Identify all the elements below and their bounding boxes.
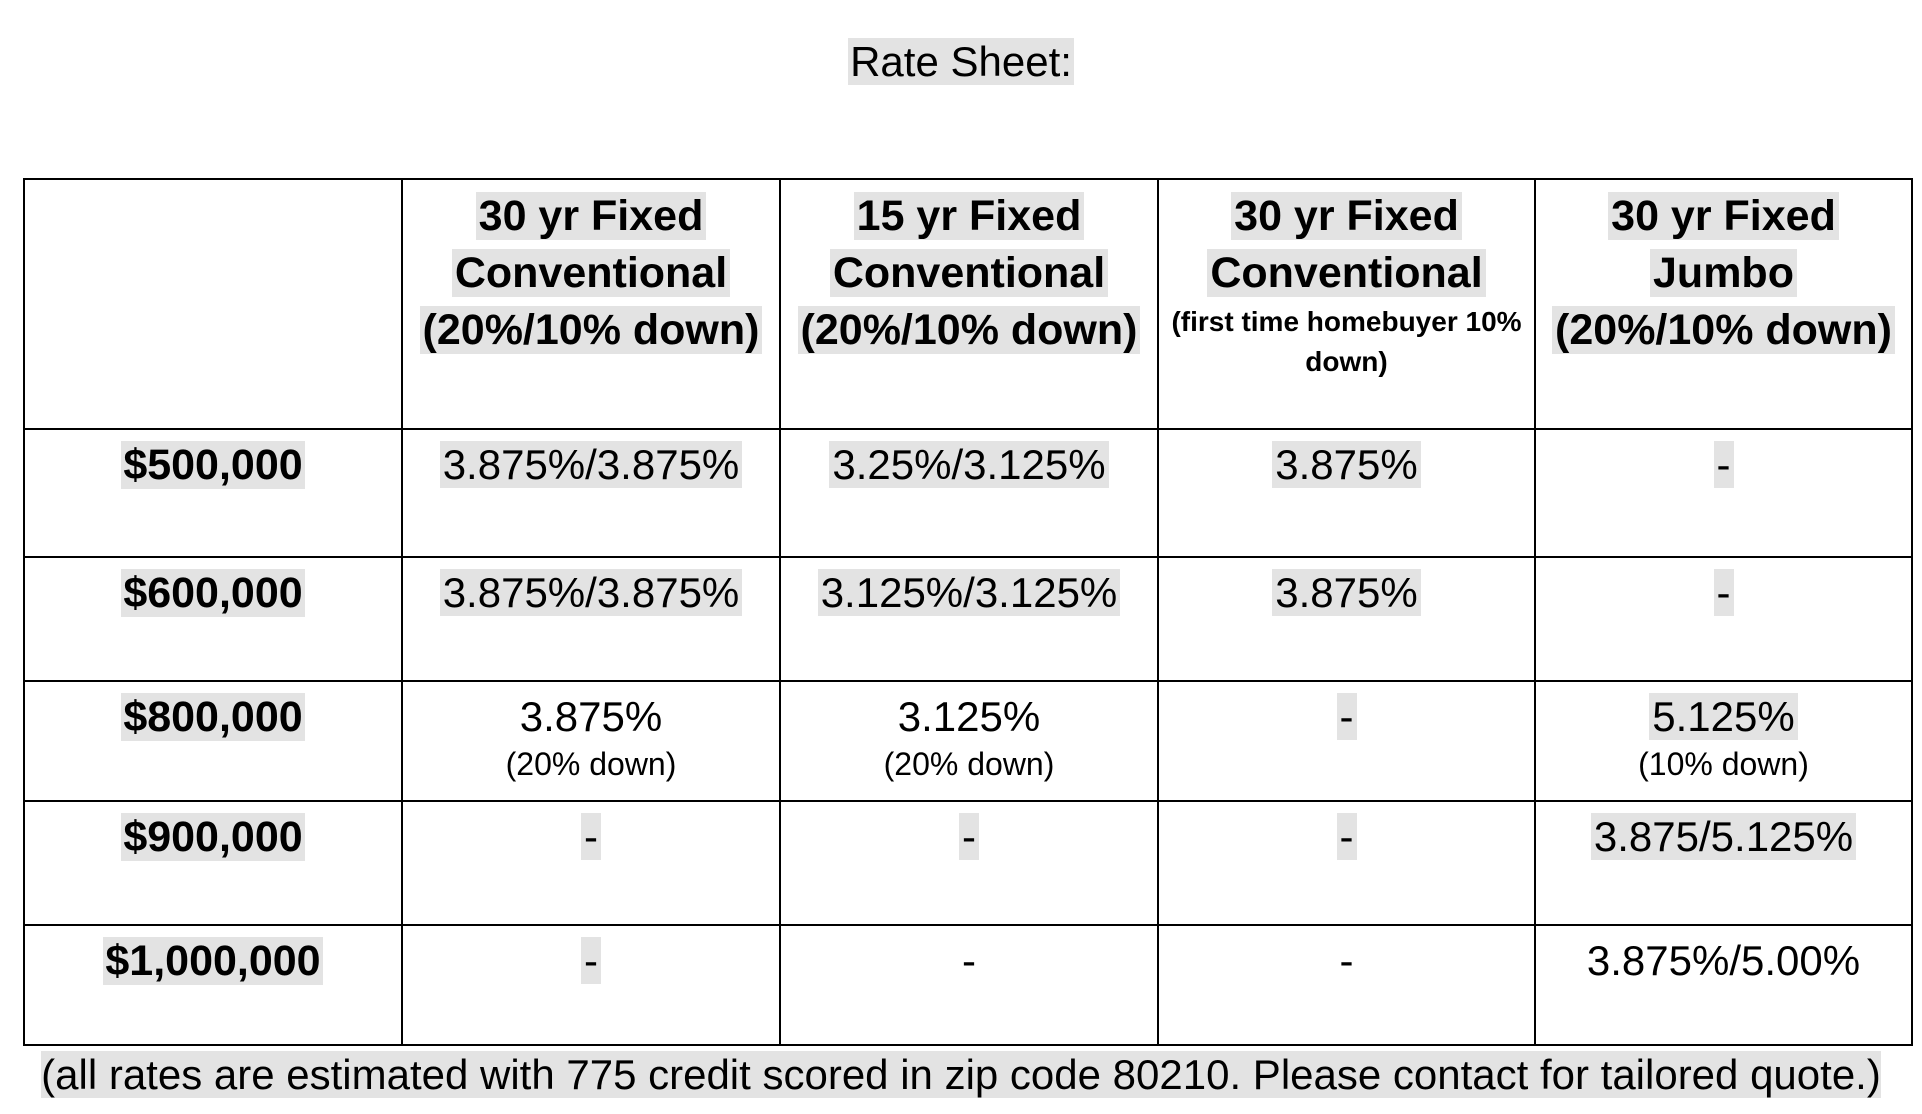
loan-amount-cell: $600,000	[23, 556, 403, 682]
table-row: $500,000 3.875%/3.875% 3.25%/3.125% 3.87…	[23, 428, 1913, 558]
rate-cell: 3.875%	[1157, 556, 1536, 682]
rate-value: -	[1336, 693, 1357, 740]
rate-note: (20% down)	[883, 746, 1055, 782]
rate-cell: -	[401, 800, 781, 926]
rate-value: 3.25%/3.125%	[829, 441, 1109, 488]
header-line: (20%/10% down)	[797, 306, 1141, 354]
loan-amount-cell: $500,000	[23, 428, 403, 558]
header-line: 30 yr Fixed	[1608, 192, 1839, 240]
loan-amount-cell: $800,000	[23, 680, 403, 802]
rate-cell: 5.125% (10% down)	[1534, 680, 1913, 802]
rate-cell: 3.875%/3.875%	[401, 428, 781, 558]
title-text: Rate Sheet:	[848, 38, 1074, 85]
loan-amount: $1,000,000	[103, 937, 323, 985]
rate-value: 5.125%	[1649, 693, 1798, 740]
header-corner-cell	[23, 178, 403, 430]
loan-amount-cell: $1,000,000	[23, 924, 403, 1046]
rate-value: 3.875%/3.875%	[439, 441, 743, 488]
loan-amount: $800,000	[121, 693, 305, 741]
header-line: 30 yr Fixed	[1231, 192, 1462, 240]
footnote: (all rates are estimated with 775 credit…	[0, 1048, 1922, 1102]
rate-cell: 3.125% (20% down)	[779, 680, 1159, 802]
rate-value: -	[962, 937, 976, 984]
rate-value: 3.125%	[897, 693, 1041, 740]
rate-cell: -	[1157, 800, 1536, 926]
header-line: 30 yr Fixed	[475, 192, 707, 240]
header-cell-30yr-conventional: 30 yr Fixed Conventional (20%/10% down)	[401, 178, 781, 430]
rate-cell: 3.25%/3.125%	[779, 428, 1159, 558]
rate-cell: -	[1157, 924, 1536, 1046]
rate-value: -	[581, 813, 601, 860]
rate-value: -	[581, 937, 601, 984]
page-title: Rate Sheet:	[0, 36, 1922, 88]
rate-cell: 3.875%	[1157, 428, 1536, 558]
rate-value: -	[959, 813, 979, 860]
rate-value: 3.125%/3.125%	[817, 569, 1121, 616]
rate-cell: -	[401, 924, 781, 1046]
table-row: $1,000,000 - - - 3.875%/5.00%	[23, 924, 1913, 1046]
rate-value: 3.875/5.125%	[1590, 813, 1857, 860]
rate-value: 3.875%/3.875%	[439, 569, 743, 616]
header-line: Jumbo	[1650, 249, 1797, 297]
header-cell-30yr-jumbo: 30 yr Fixed Jumbo (20%/10% down)	[1534, 178, 1913, 430]
rate-value: -	[1336, 813, 1357, 860]
rate-note: (20% down)	[505, 746, 677, 782]
rate-cell: -	[779, 924, 1159, 1046]
header-line: Conventional	[451, 249, 731, 297]
rate-cell: -	[779, 800, 1159, 926]
rate-cell: -	[1157, 680, 1536, 802]
rate-value: 3.875%	[1272, 569, 1421, 616]
loan-amount: $500,000	[121, 441, 305, 489]
rate-value: -	[1339, 937, 1354, 984]
rate-value: 3.875%	[1272, 441, 1421, 488]
rate-cell: -	[1534, 556, 1913, 682]
header-line: Conventional	[1207, 249, 1486, 297]
table-row: $600,000 3.875%/3.875% 3.125%/3.125% 3.8…	[23, 556, 1913, 682]
rate-cell: 3.875/5.125%	[1534, 800, 1913, 926]
rate-cell: 3.875% (20% down)	[401, 680, 781, 802]
rate-value: -	[1713, 441, 1734, 488]
header-line: (20%/10% down)	[419, 306, 763, 354]
loan-amount-cell: $900,000	[23, 800, 403, 926]
header-cell-30yr-first-time: 30 yr Fixed Conventional (first time hom…	[1157, 178, 1536, 430]
rate-value: 3.875%	[519, 693, 663, 740]
header-cell-15yr-conventional: 15 yr Fixed Conventional (20%/10% down)	[779, 178, 1159, 430]
header-small-note: (first time homebuyer 10% down)	[1171, 306, 1522, 377]
rate-table: 30 yr Fixed Conventional (20%/10% down) …	[23, 178, 1913, 1046]
rate-note: (10% down)	[1638, 746, 1809, 782]
loan-amount: $600,000	[121, 569, 305, 617]
rate-value: 3.875%/5.00%	[1586, 937, 1861, 984]
header-line: 15 yr Fixed	[853, 192, 1085, 240]
rate-value: -	[1713, 569, 1734, 616]
rate-cell: -	[1534, 428, 1913, 558]
rate-cell: 3.875%/3.875%	[401, 556, 781, 682]
header-line: (20%/10% down)	[1552, 306, 1895, 354]
table-row: $800,000 3.875% (20% down) 3.125% (20% dow…	[23, 680, 1913, 802]
table-row: $900,000 - - - 3.875/5.125%	[23, 800, 1913, 926]
rate-cell: 3.875%/5.00%	[1534, 924, 1913, 1046]
header-line: Conventional	[829, 249, 1109, 297]
footnote-text: (all rates are estimated with 775 credit…	[41, 1051, 1881, 1098]
header-row: 30 yr Fixed Conventional (20%/10% down) …	[23, 178, 1913, 430]
rate-cell: 3.125%/3.125%	[779, 556, 1159, 682]
loan-amount: $900,000	[121, 813, 305, 861]
